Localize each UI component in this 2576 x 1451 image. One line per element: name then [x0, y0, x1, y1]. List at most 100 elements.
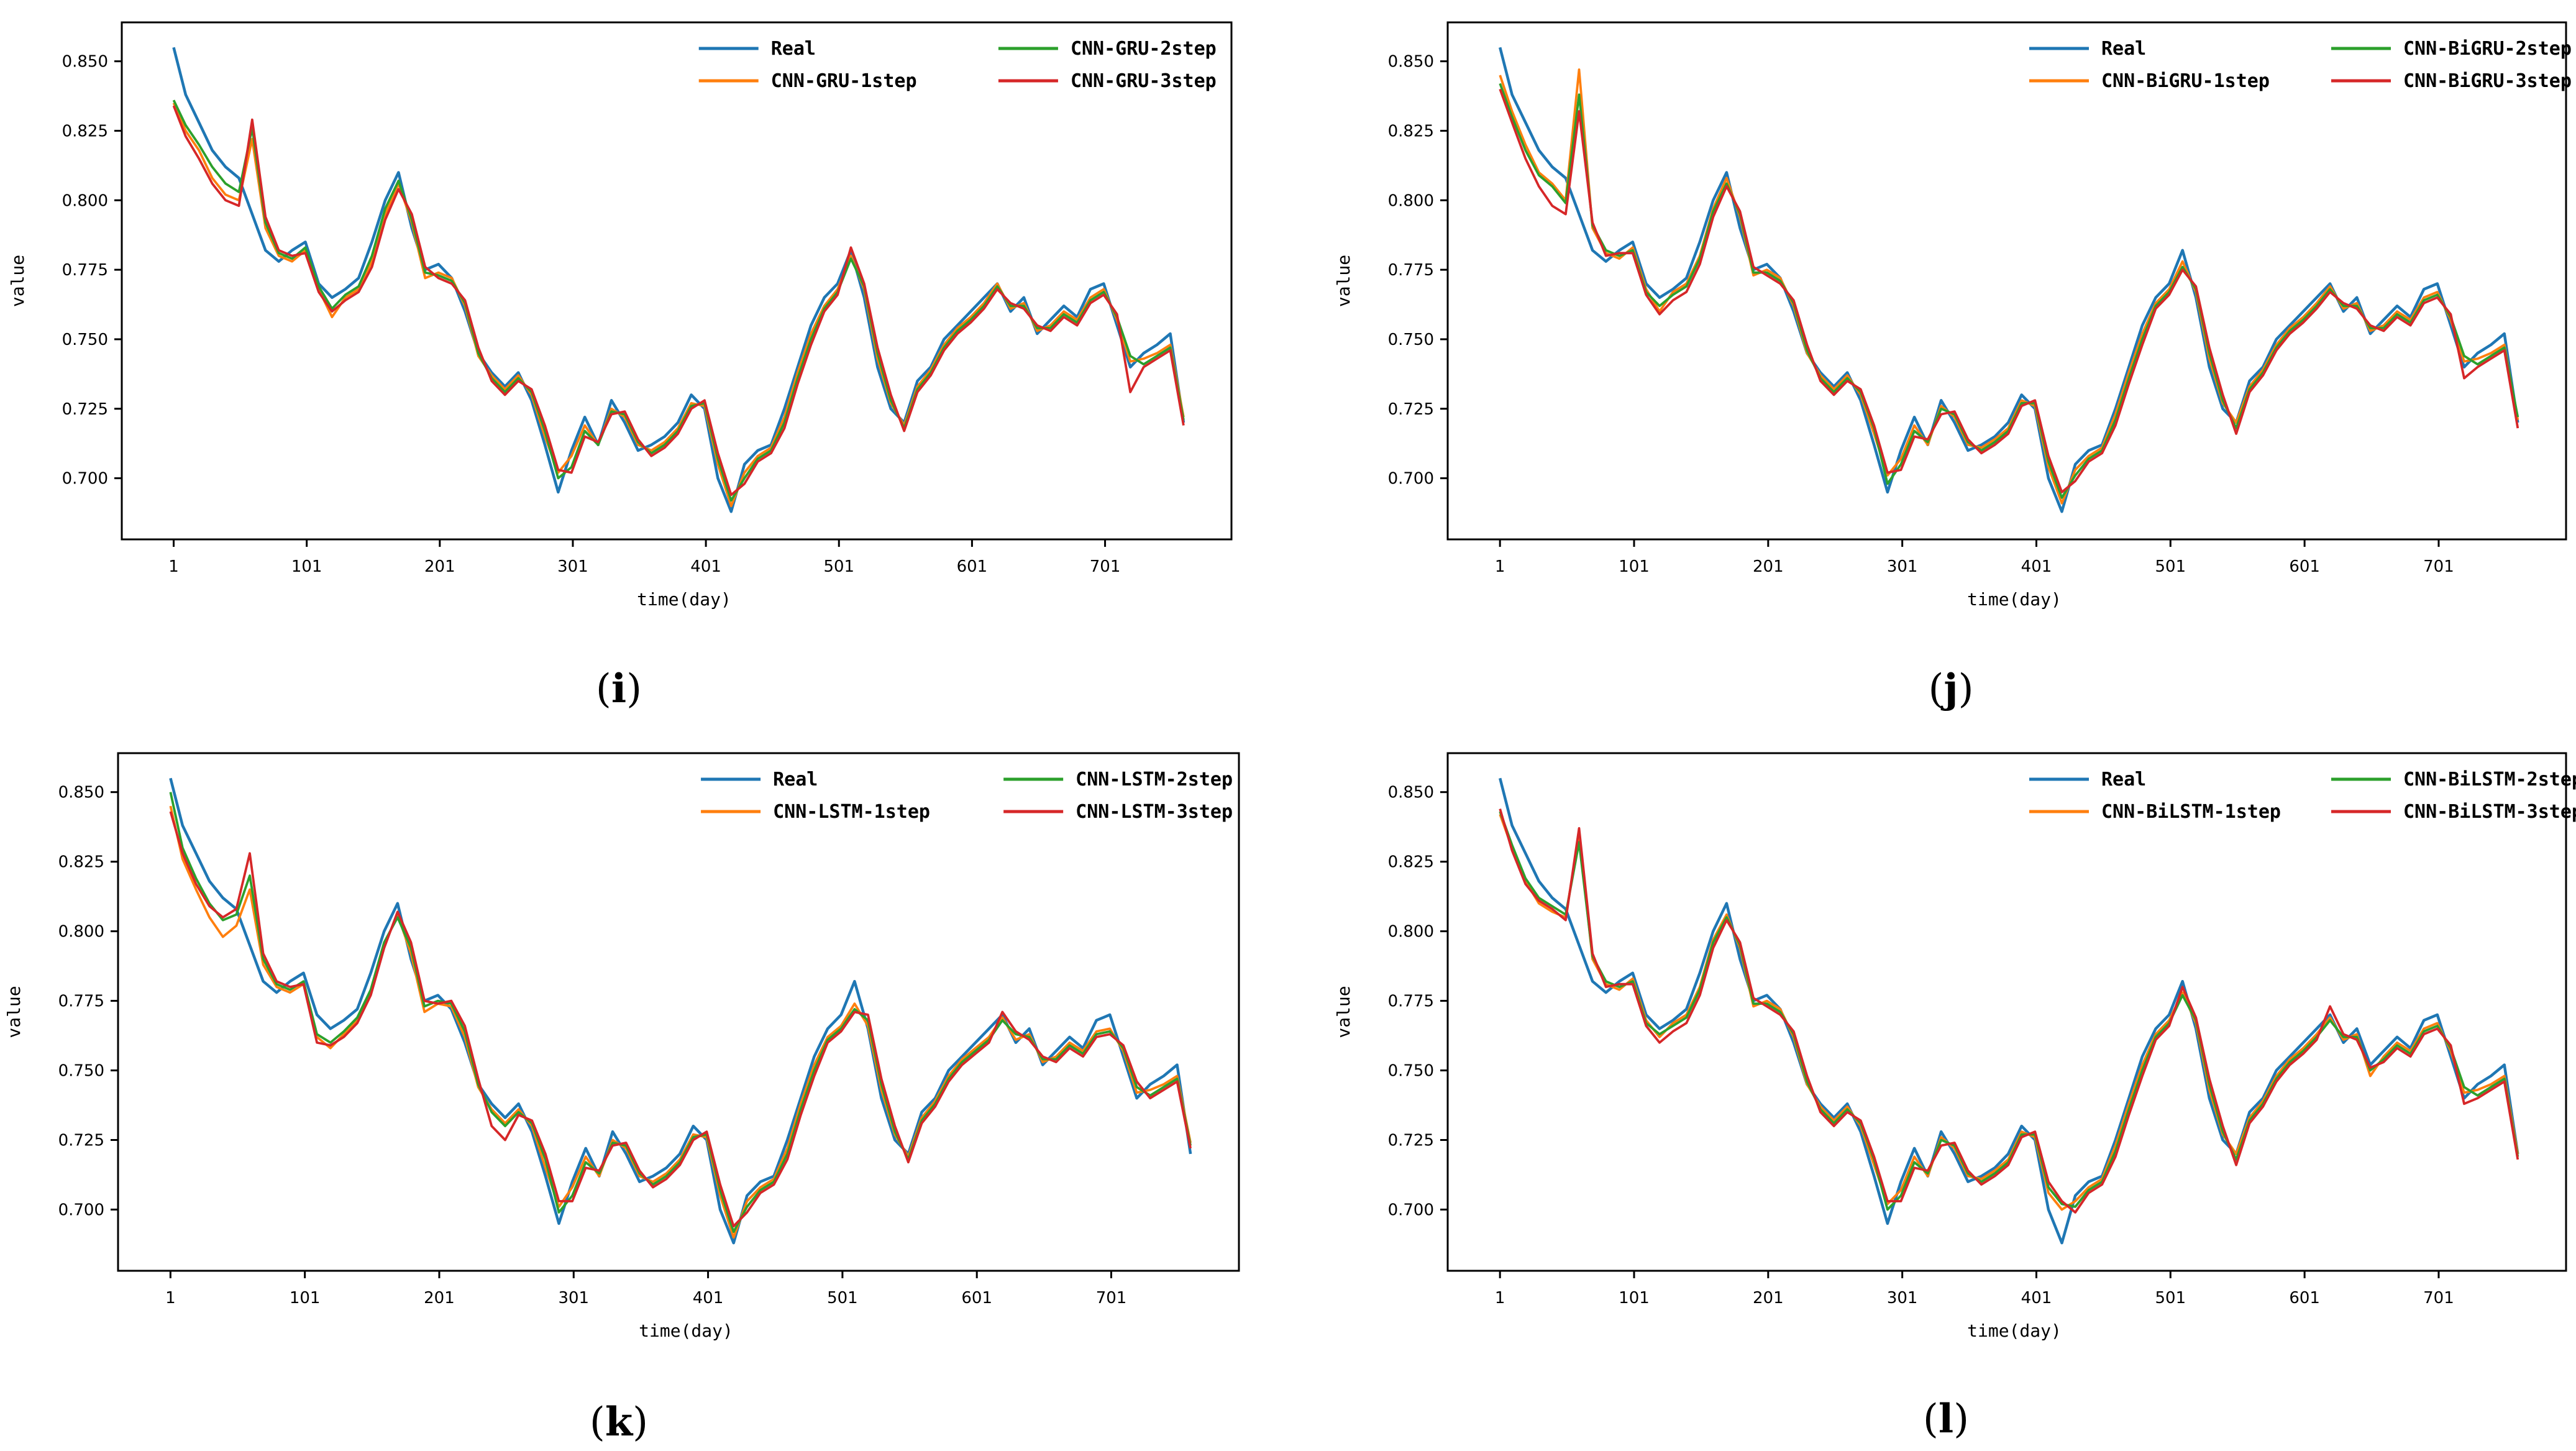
legend: Real CNN-LSTM-1step CNN-LSTM-2step CNN-LSTM…: [701, 769, 1233, 823]
y-tick-label: 0.800: [58, 923, 104, 941]
x-tick-label: 601: [961, 1289, 992, 1307]
x-tick-label: 301: [558, 1289, 589, 1307]
y-axis-label: value: [1333, 986, 1354, 1038]
y-tick-label: 0.725: [62, 400, 108, 419]
y-tick-label: 0.800: [1388, 191, 1434, 210]
x-axis-label: time(day): [1967, 1321, 2062, 1341]
y-tick-label: 0.850: [1388, 53, 1434, 71]
x-axis-label: time(day): [1967, 589, 2062, 610]
y-tick-label: 0.800: [1388, 923, 1434, 941]
panel-i: 0.700 0.725 0.750 0.775 0.800 0.825 0.850 1 101 2…: [7, 21, 1233, 712]
panel-l: 0.700 0.725 0.750 0.775 0.800 0.825 0.850 1 101 2…: [1333, 752, 2576, 1442]
legend-entry: CNN-BiGRU-2step: [2403, 38, 2572, 60]
x-tick-label: 701: [1090, 557, 1121, 576]
x-tick-label: 601: [957, 557, 988, 576]
y-tick-label: 0.725: [1388, 400, 1434, 419]
x-tick-label: 201: [1753, 557, 1784, 576]
x-tick-label: 601: [2289, 1289, 2320, 1307]
y-tick-label: 0.775: [58, 992, 104, 1011]
y-axis-label: value: [1333, 255, 1354, 307]
plot-frame: [1446, 21, 2567, 541]
legend-entry: CNN-LSTM-1step: [773, 801, 930, 823]
x-tick-label: 401: [693, 1289, 724, 1307]
series-line-cnn-bilstm-3step: [1499, 808, 2519, 1214]
x-tick-label: 101: [291, 557, 322, 576]
x-tick-label: 201: [424, 1289, 455, 1307]
y-tick-label: 0.700: [1388, 470, 1434, 488]
x-tick-label: 201: [424, 557, 455, 576]
panel-label-close-paren: ): [1953, 1396, 1969, 1442]
legend-entry: CNN-GRU-2step: [1071, 38, 1217, 60]
panel-k: 0.700 0.725 0.750 0.775 0.800 0.825 0.850 1 101 2…: [4, 752, 1240, 1445]
y-tick-label: 0.775: [1388, 992, 1434, 1011]
legend-entry: CNN-LSTM-2step: [1076, 769, 1233, 790]
panel-label: (j): [1928, 666, 1973, 712]
legend-entry: CNN-BiLSTM-2step: [2403, 769, 2576, 790]
x-tick-label: 201: [1753, 1289, 1784, 1307]
y-tick-label: 0.825: [1388, 122, 1434, 140]
y-tick-label: 0.775: [1388, 261, 1434, 280]
x-tick-label: 601: [2289, 557, 2320, 576]
panel-label-open-paren: (: [590, 1399, 605, 1445]
legend-entry: CNN-GRU-1step: [771, 70, 917, 92]
series-line-cnn-bigru-3step: [1499, 88, 2519, 493]
y-tick-label: 0.750: [62, 331, 108, 349]
panel-label: (l): [1923, 1396, 1969, 1442]
x-axis-label: time(day): [639, 1321, 733, 1341]
x-tick-label: 301: [1887, 557, 1918, 576]
legend-entry: Real: [773, 769, 818, 790]
panel-j: 0.700 0.725 0.750 0.775 0.800 0.825 0.850 1 101 2…: [1333, 21, 2572, 712]
y-tick-label: 0.825: [58, 853, 104, 872]
y-tick-label: 0.700: [58, 1201, 104, 1219]
legend: Real CNN-GRU-1step CNN-GRU-2step CNN-GRU-3s…: [698, 38, 1217, 92]
y-axis-label: value: [7, 255, 28, 307]
x-tick-label: 501: [827, 1289, 858, 1307]
panel-label: (i): [596, 666, 642, 712]
x-tick-label: 701: [2423, 557, 2454, 576]
x-tick-label: 101: [290, 1289, 321, 1307]
x-tick-label: 1: [1495, 557, 1505, 576]
panel-label-close-paren: ): [626, 666, 642, 712]
x-axis-label: time(day): [637, 589, 731, 610]
panel-label-letter: l: [1939, 1396, 1953, 1442]
y-tick-label: 0.850: [1388, 784, 1434, 802]
legend: Real CNN-BiLSTM-1step CNN-BiLSTM-2step CNN-…: [2029, 769, 2576, 823]
panel-label-letter: i: [611, 666, 626, 712]
y-tick-label: 0.800: [62, 191, 108, 210]
x-tick-label: 501: [823, 557, 854, 576]
panel-label-close-paren: ): [1958, 666, 1974, 712]
y-tick-label: 0.750: [1388, 331, 1434, 349]
x-tick-label: 1: [168, 557, 179, 576]
x-tick-label: 501: [2155, 557, 2186, 576]
y-tick-label: 0.825: [1388, 853, 1434, 872]
plot-frame: [1446, 752, 2567, 1272]
legend-entry: CNN-BiLSTM-3step: [2403, 801, 2576, 823]
y-tick-label: 0.850: [58, 784, 104, 802]
y-tick-label: 0.850: [62, 53, 108, 71]
y-tick-label: 0.725: [1388, 1132, 1434, 1150]
x-tick-label: 101: [1619, 557, 1650, 576]
x-tick-label: 301: [1887, 1289, 1918, 1307]
legend-entry: CNN-BiLSTM-1step: [2101, 801, 2281, 823]
y-tick-label: 0.700: [62, 470, 108, 488]
series-line-cnn-gru-3step: [172, 105, 1185, 497]
x-tick-label: 1: [1495, 1289, 1505, 1307]
y-tick-label: 0.750: [1388, 1062, 1434, 1081]
y-tick-label: 0.700: [1388, 1201, 1434, 1219]
x-tick-label: 501: [2155, 1289, 2186, 1307]
x-tick-label: 301: [557, 557, 588, 576]
panel-label-letter: k: [605, 1399, 634, 1445]
legend-entry: CNN-BiGRU-1step: [2101, 70, 2270, 92]
series-line-cnn-lstm-3step: [169, 811, 1192, 1228]
plot-frame: [117, 752, 1240, 1272]
x-tick-label: 401: [2021, 1289, 2052, 1307]
panel-label-open-paren: (: [596, 666, 611, 712]
x-tick-label: 401: [2021, 557, 2052, 576]
legend-entry: CNN-GRU-3step: [1071, 70, 1217, 92]
y-tick-label: 0.825: [62, 122, 108, 140]
panel-label: (k): [590, 1399, 648, 1445]
x-tick-label: 701: [2423, 1289, 2454, 1307]
x-tick-label: 1: [165, 1289, 176, 1307]
panel-label-close-paren: ): [633, 1399, 648, 1445]
y-axis-label: value: [4, 986, 24, 1038]
